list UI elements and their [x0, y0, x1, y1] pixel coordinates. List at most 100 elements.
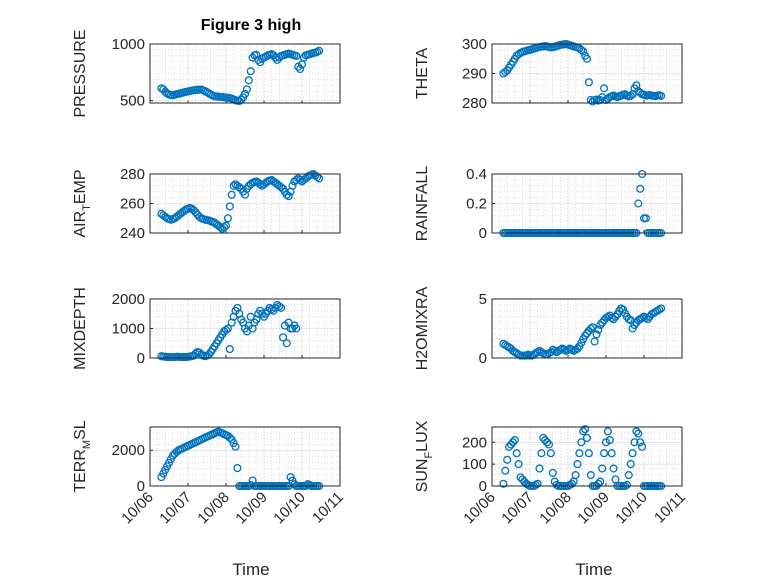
subplot-1: 500 1000 PRESSURE	[72, 29, 341, 118]
data-point	[256, 180, 265, 189]
data-point	[248, 476, 257, 485]
x-tick-label: 10/11	[309, 489, 347, 527]
data-point	[575, 449, 584, 458]
data-point	[609, 464, 618, 473]
y-tick-label: 1000	[112, 36, 145, 53]
data-point	[586, 324, 595, 333]
data-point	[624, 471, 633, 480]
data-point	[223, 324, 232, 333]
data-point	[242, 85, 251, 94]
data-point	[315, 46, 324, 55]
data-point	[594, 325, 603, 334]
y-tick-label: 0.4	[466, 166, 487, 183]
plot-area	[150, 427, 340, 486]
data-point	[626, 91, 635, 100]
data-point	[221, 325, 231, 335]
subplot-3: 240 260 280 AIRTEMP	[72, 166, 341, 242]
axes-box	[149, 426, 341, 487]
y-tick-label: 500	[120, 93, 145, 110]
y-axis-label: THETA	[414, 48, 431, 100]
x-tick-label: 10/07	[156, 489, 195, 528]
data-point	[271, 53, 280, 62]
data-point	[191, 349, 200, 358]
data-point	[582, 433, 592, 442]
y-axis-label: TERRMSL	[72, 420, 93, 492]
data-point	[231, 442, 240, 451]
y-tick-label: 280	[462, 95, 487, 112]
data-point	[535, 464, 544, 473]
data-point	[567, 345, 576, 354]
y-axis-label: SUNFLUX	[414, 420, 435, 492]
data-point	[586, 471, 595, 480]
data-point	[229, 181, 238, 190]
data-point	[233, 464, 242, 473]
figure-title: Figure 3 high	[201, 17, 301, 34]
y-tick-label: 0.2	[466, 196, 487, 213]
data-point	[508, 438, 517, 447]
data-point	[278, 333, 288, 342]
axes-box	[491, 173, 683, 234]
subplot-6: 0 5 H2OMIXRA	[414, 286, 683, 370]
axes-box	[491, 426, 683, 487]
axes-box	[491, 43, 683, 104]
data-point	[550, 346, 559, 355]
x-tick-label: 10/11	[651, 489, 689, 527]
data-point	[548, 468, 557, 477]
y-tick-label: 260	[120, 196, 145, 213]
data-point	[501, 466, 510, 475]
x-tick-label: 10/10	[612, 489, 651, 528]
y-tick-label: 100	[462, 456, 487, 473]
data-point	[573, 460, 582, 469]
data-point	[632, 427, 641, 436]
y-axis-label: AIRTEMP	[72, 169, 93, 237]
data-point	[537, 449, 546, 458]
data-point	[626, 460, 635, 469]
data-point	[510, 436, 519, 445]
data-point	[246, 67, 255, 76]
data-series	[499, 304, 666, 360]
y-tick-label: 0	[479, 350, 487, 367]
data-series	[157, 169, 324, 233]
data-point	[539, 349, 548, 358]
data-point	[240, 89, 250, 98]
data-point	[227, 190, 236, 199]
data-point	[594, 479, 603, 488]
y-tick-label: 300	[462, 36, 487, 53]
x-axis-label-right: Time	[575, 560, 612, 579]
data-point	[571, 471, 580, 480]
y-tick-label: 0	[137, 478, 145, 495]
data-point	[581, 425, 590, 434]
x-tick-label: 10/09	[232, 489, 271, 528]
x-tick-label: 10/07	[498, 489, 537, 528]
data-point	[641, 313, 650, 322]
y-tick-label: 1000	[112, 321, 145, 338]
data-series	[157, 46, 324, 106]
y-axis-label: H2OMIXRA	[414, 286, 431, 370]
data-point	[592, 330, 601, 339]
y-axis-label: RAINFALL	[414, 166, 431, 242]
subplot-4: 0 0.2 0.4 RAINFALL	[414, 166, 683, 242]
data-point	[267, 305, 276, 314]
data-point	[596, 477, 605, 486]
data-point	[546, 348, 555, 357]
data-point	[607, 313, 616, 322]
y-tick-label: 0	[137, 350, 145, 367]
y-tick-label: 240	[120, 225, 145, 242]
data-point	[543, 438, 552, 447]
data-point	[503, 455, 512, 464]
data-point	[579, 47, 588, 56]
data-point	[605, 436, 614, 445]
data-point	[246, 481, 255, 490]
data-point	[600, 449, 609, 458]
y-tick-label: 290	[462, 66, 487, 83]
data-point	[216, 223, 225, 232]
data-point	[636, 438, 645, 447]
x-tick-label: 10/09	[574, 489, 613, 528]
data-point	[634, 199, 643, 208]
subplot-5: 0 1000 2000 MIXDEPTH	[72, 287, 341, 370]
data-series	[499, 39, 666, 106]
